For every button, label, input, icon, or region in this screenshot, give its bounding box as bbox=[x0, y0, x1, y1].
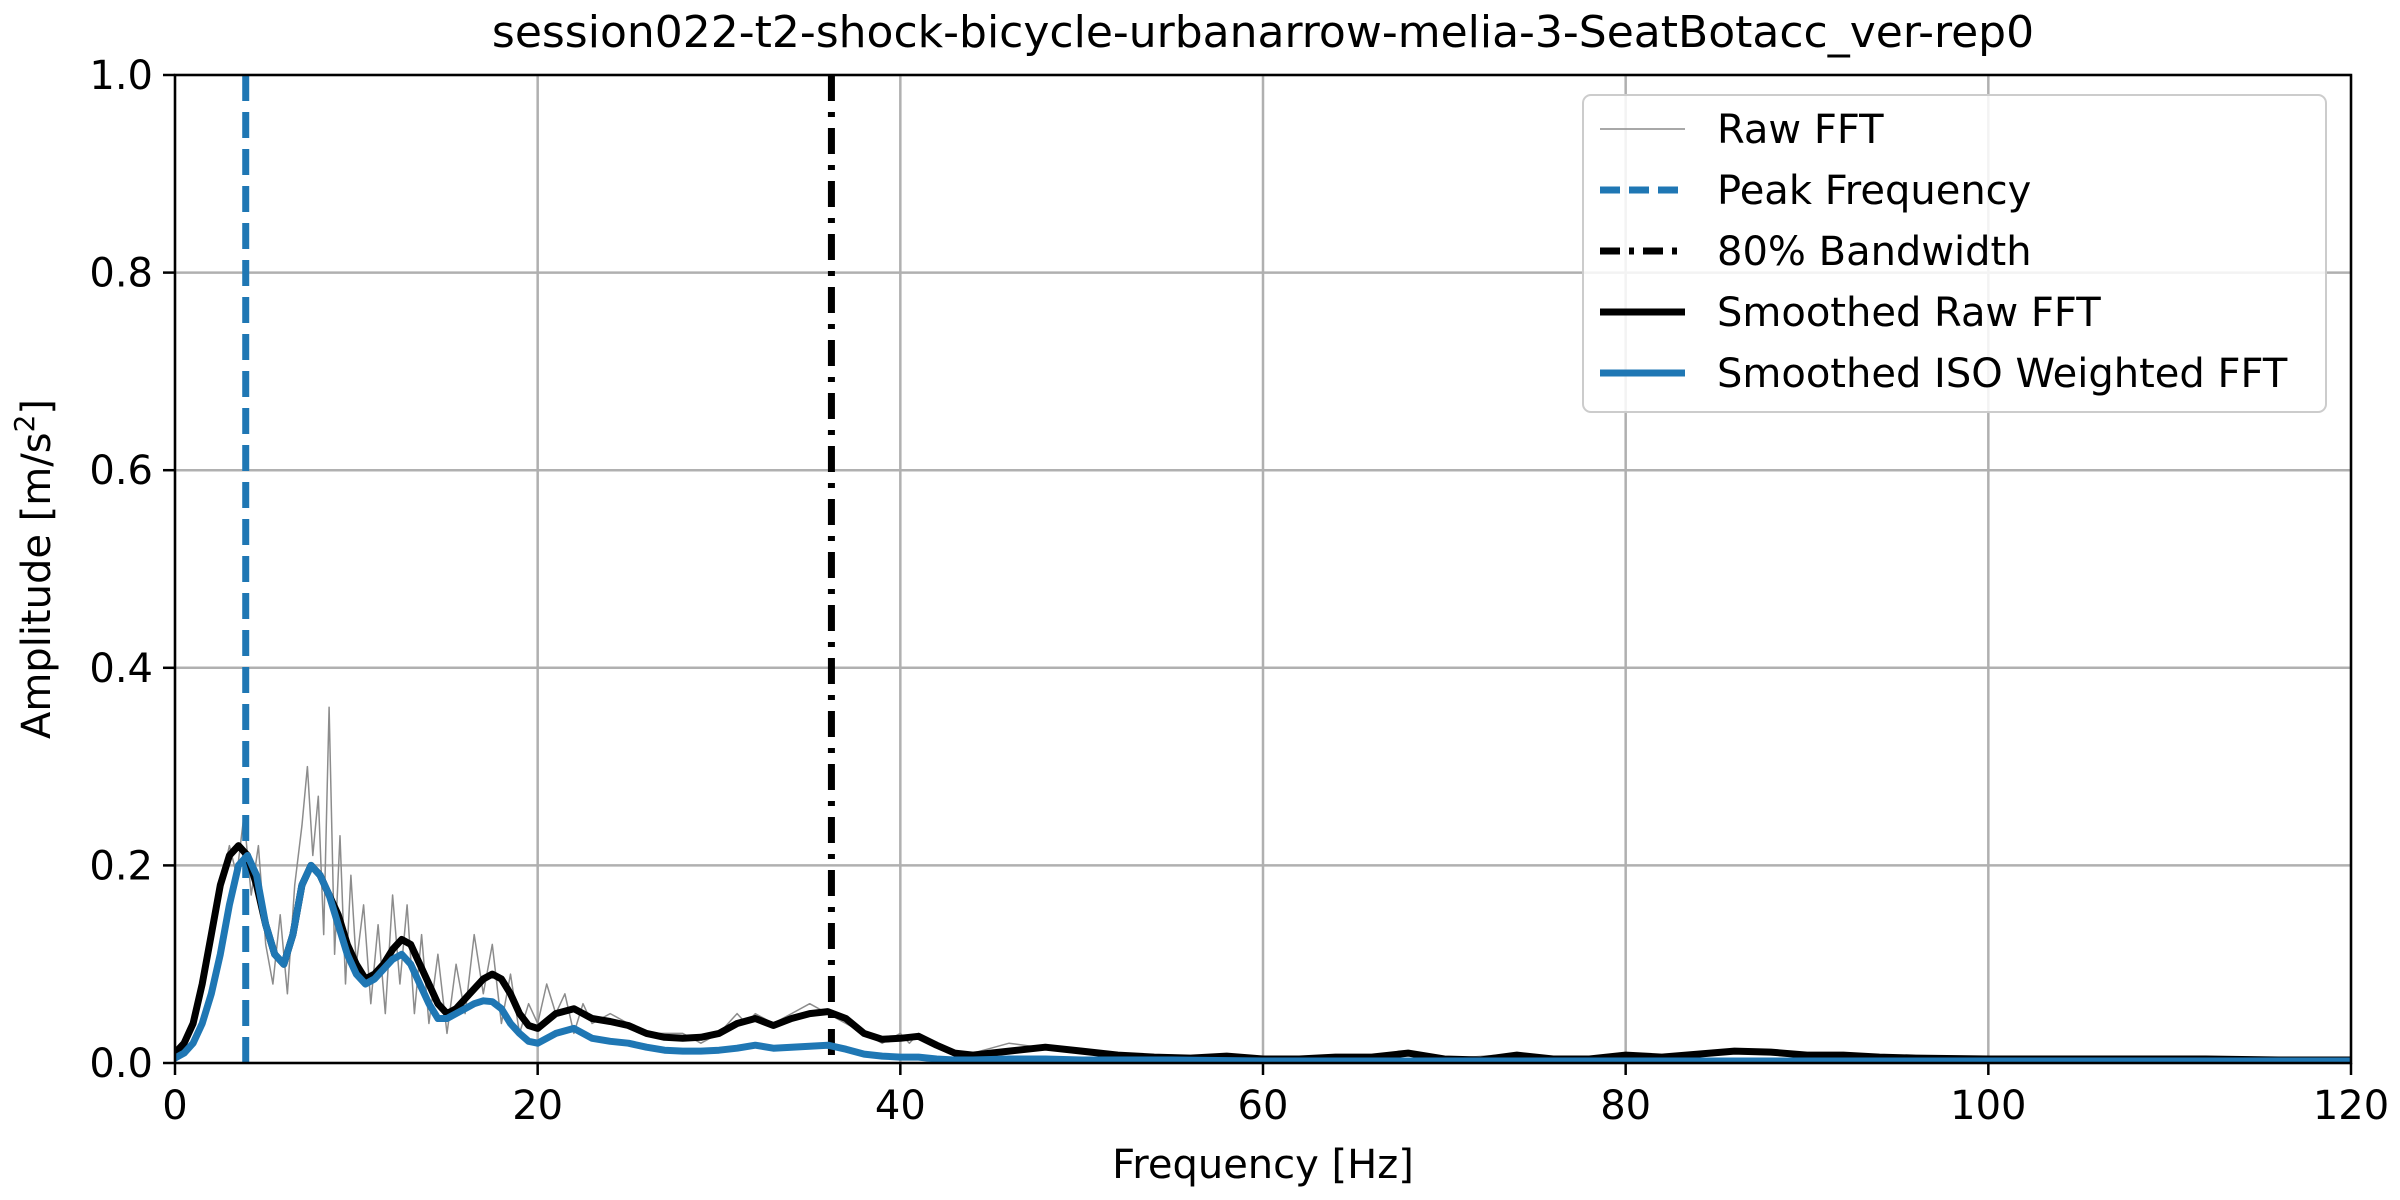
legend-label-smoothed-iso: Smoothed ISO Weighted FFT bbox=[1717, 351, 2288, 397]
y-tick-label: 0.0 bbox=[89, 1041, 153, 1087]
plot-area bbox=[175, 75, 2351, 1063]
x-tick-label: 80 bbox=[1600, 1083, 1651, 1129]
y-axis-label-superscript: 2 bbox=[8, 415, 41, 433]
legend-label-raw: Raw FFT bbox=[1717, 107, 1884, 153]
y-axis-label-main: Amplitude [m/s bbox=[14, 432, 60, 739]
legend: Raw FFT Peak Frequency 80% Bandwidth Smooth… bbox=[1582, 94, 2327, 413]
legend-label-smoothed-raw: Smoothed Raw FFT bbox=[1717, 290, 2101, 336]
x-axis-label: Frequency [Hz] bbox=[1112, 1142, 1414, 1188]
x-tick-label: 100 bbox=[1950, 1083, 2026, 1129]
x-tick-label: 120 bbox=[2313, 1083, 2389, 1129]
series-layer bbox=[175, 75, 2351, 1063]
y-tick-label: 0.4 bbox=[89, 646, 153, 692]
x-tick-label: 40 bbox=[875, 1083, 926, 1129]
y-axis-label: Amplitude [m/s2] bbox=[8, 399, 60, 739]
x-tick-label: 20 bbox=[512, 1083, 563, 1129]
y-tick-label: 0.8 bbox=[89, 251, 153, 297]
legend-label-bandwidth: 80% Bandwidth bbox=[1717, 229, 2032, 275]
legend-box bbox=[1582, 94, 2327, 413]
x-axis-ticks: 0 20 40 60 80 100 120 bbox=[162, 1063, 2389, 1129]
x-tick-label: 0 bbox=[162, 1083, 187, 1129]
x-tick-label: 60 bbox=[1238, 1083, 1289, 1129]
y-axis-label-end: ] bbox=[14, 399, 60, 415]
y-tick-label: 0.6 bbox=[89, 448, 153, 494]
legend-label-peak: Peak Frequency bbox=[1717, 168, 2031, 214]
series-smoothed-iso-weighted-fft bbox=[175, 852, 2351, 1063]
y-axis-ticks: 0.0 0.2 0.4 0.6 0.8 1.0 bbox=[89, 53, 175, 1087]
chart-title: session022-t2-shock-bicycle-urbanarrow-m… bbox=[492, 7, 2034, 58]
y-tick-label: 0.2 bbox=[89, 843, 153, 889]
y-tick-label: 1.0 bbox=[89, 53, 153, 99]
